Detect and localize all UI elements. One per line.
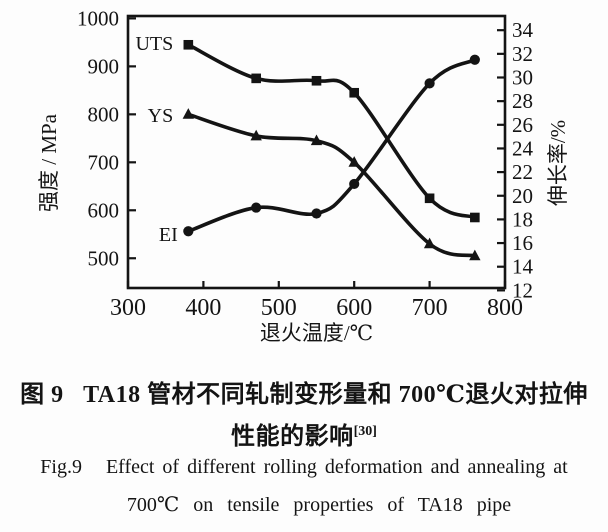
caption-cn-line1: 图 9 TA18 管材不同轧制变形量和 700℃退火对拉伸: [20, 382, 588, 408]
series-marker-EI: [183, 226, 194, 237]
series-marker-EI: [424, 78, 435, 89]
y-left-tick-label: 900: [88, 54, 120, 78]
x-tick-label: 300: [110, 295, 146, 321]
caption-cn-line2-text: 性能的影响: [231, 424, 354, 450]
series-marker-EI: [311, 208, 322, 219]
caption-en-line1: Fig.9 Effect of different rolling deform…: [40, 456, 568, 478]
y-right-tick-label: 16: [512, 231, 533, 255]
series-label-UTS: UTS: [135, 33, 173, 55]
series-marker-YS: [348, 156, 360, 167]
y-right-tick-label: 32: [512, 42, 533, 66]
x-tick-label: 600: [336, 295, 372, 321]
y-right-tick-label: 20: [512, 184, 533, 208]
series-label-EI: EI: [159, 224, 178, 246]
series-marker-UTS: [424, 193, 435, 204]
y-left-tick-label: 600: [88, 198, 120, 222]
y-right-tick-label: 30: [512, 65, 533, 89]
y-right-tick-label: 12: [512, 278, 533, 302]
y-right-tick-label: 34: [512, 18, 534, 42]
series-marker-UTS: [349, 87, 359, 98]
series-marker-YS: [469, 249, 481, 261]
caption-en-line2: 700℃ on tensile properties of TA18 pipe: [126, 494, 512, 516]
y-right-tick-label: 14: [512, 255, 534, 279]
chart-svg: 300 400 500 600 700 8005006007008009001000121…: [37, 6, 570, 345]
x-tick-label: 400: [185, 295, 221, 321]
series-label-YS: YS: [148, 105, 174, 127]
series-curve-UTS: [186, 42, 477, 220]
series-marker-EI: [251, 202, 262, 213]
caption-cn-line2: 性能的影响[30]: [0, 416, 608, 451]
x-tick-label: 700: [412, 295, 448, 321]
y-right-tick-label: 26: [512, 113, 533, 137]
plot-frame: [126, 14, 507, 290]
y-left-axis-title: 强度 / MPa: [37, 113, 61, 212]
series-marker-UTS: [470, 212, 480, 223]
series-marker-UTS: [311, 75, 322, 86]
series-marker-EI: [469, 54, 480, 65]
x-axis-title: 退火温度/℃: [260, 321, 373, 345]
x-tick-label: 500: [261, 295, 297, 321]
y-left-tick-label: 500: [88, 246, 120, 270]
y-right-tick-label: 24: [512, 136, 534, 160]
x-tick-label: 800: [487, 295, 523, 321]
series-curve-YS: [186, 112, 477, 258]
series-marker-UTS: [183, 39, 194, 50]
y-left-tick-label: 1000: [77, 6, 119, 30]
y-right-axis-title: 伸长率/%: [546, 120, 570, 206]
series-marker-YS: [182, 108, 195, 119]
series-marker-YS: [310, 134, 323, 146]
y-left-tick-label: 800: [88, 102, 120, 126]
y-right-tick-label: 28: [512, 89, 533, 113]
y-right-tick-label: 22: [512, 160, 533, 184]
series-marker-UTS: [251, 73, 261, 84]
y-right-tick-label: 18: [512, 207, 533, 231]
series-marker-YS: [250, 129, 262, 141]
caption-reference-superscript: [30]: [353, 424, 377, 439]
series-marker-EI: [349, 178, 360, 190]
y-left-tick-label: 700: [88, 150, 120, 174]
series-marker-YS: [423, 237, 436, 249]
